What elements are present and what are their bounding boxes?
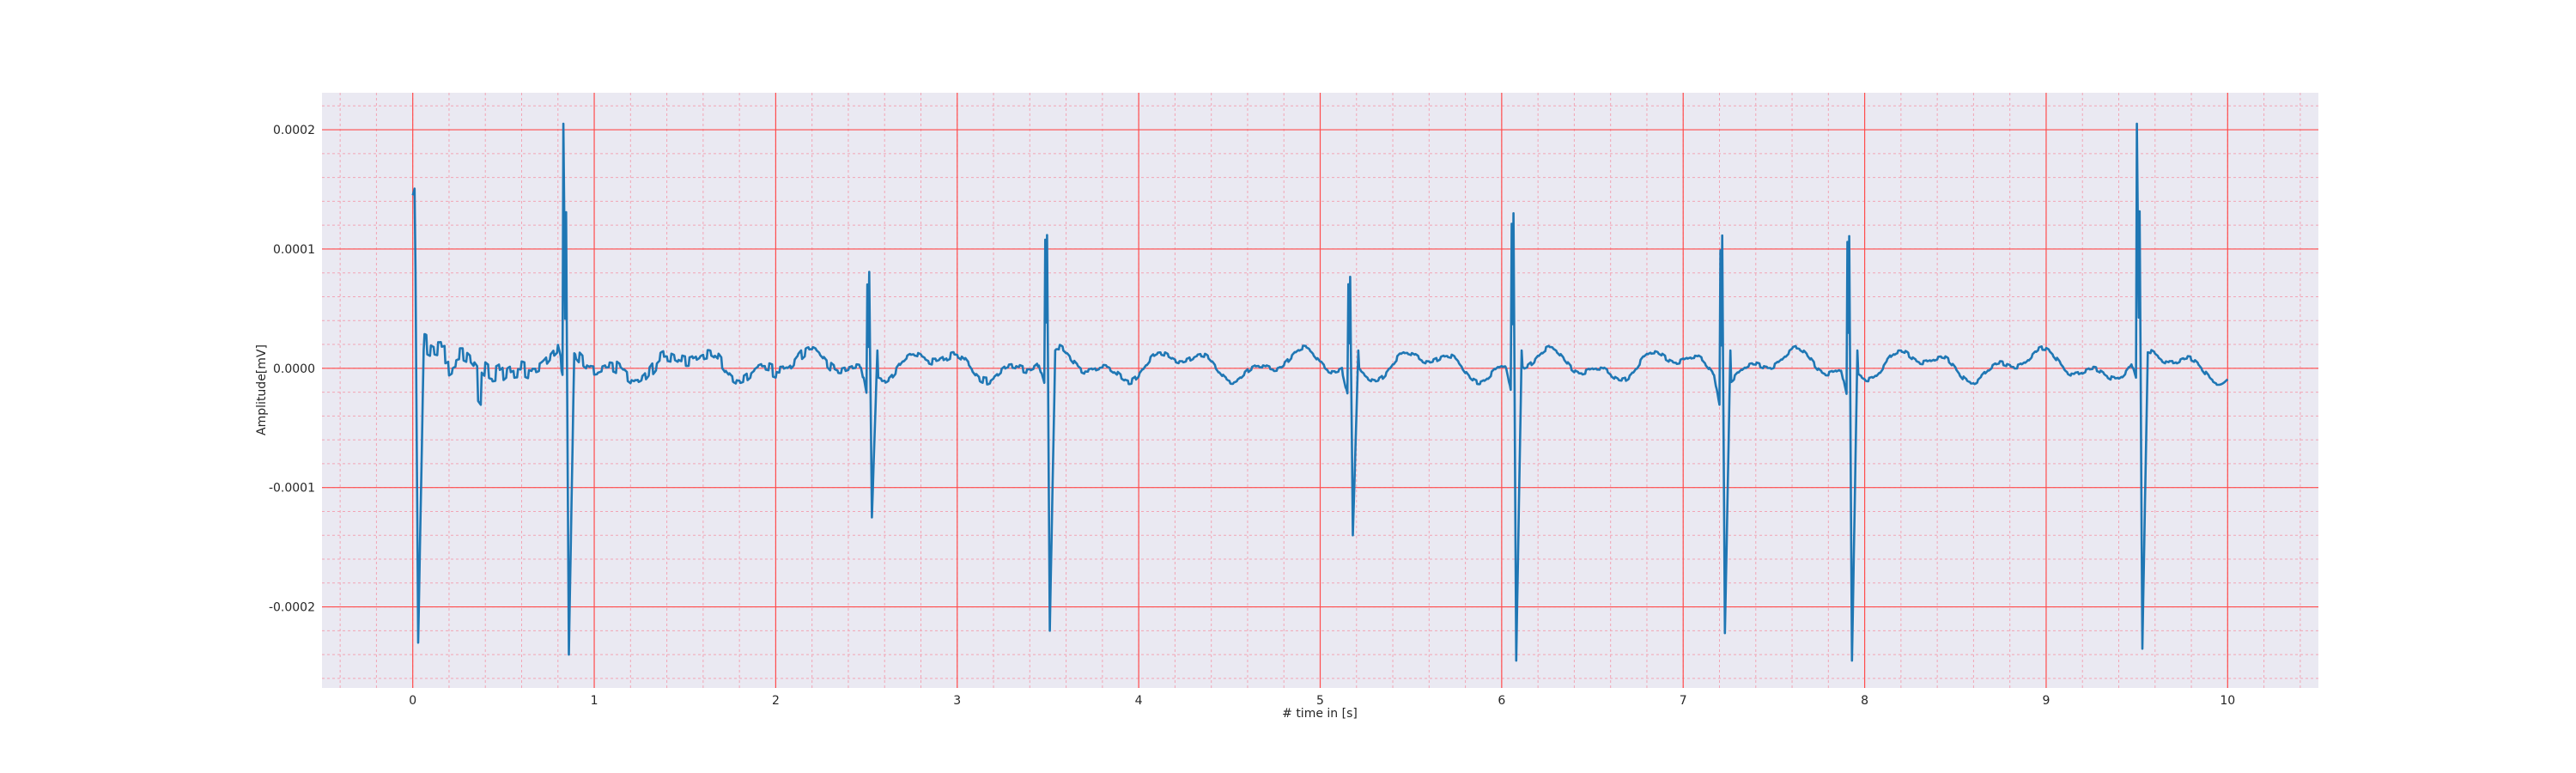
x-tick-label: 0 [409, 694, 416, 708]
x-tick-label: 7 [1680, 694, 1687, 708]
x-tick-label: 1 [591, 694, 598, 708]
x-tick-label: 5 [1316, 694, 1324, 708]
x-tick-label: 3 [953, 694, 961, 708]
x-tick-label: 8 [1861, 694, 1868, 708]
major-grid [322, 93, 2318, 688]
x-tick-label: 6 [1498, 694, 1505, 708]
x-tick-labels: 0 1 2 3 4 5 6 7 8 9 10 [409, 694, 2235, 708]
y-tick-label: 0.0001 [273, 243, 315, 257]
y-tick-label: -0.0001 [269, 482, 315, 496]
y-tick-labels: -0.0002 -0.0001 0.0000 0.0001 0.0002 [269, 124, 315, 615]
y-tick-label: -0.0002 [269, 601, 315, 615]
x-axis-label: # time in [s] [1282, 707, 1358, 721]
x-tick-label: 9 [2042, 694, 2050, 708]
x-tick-label: 4 [1135, 694, 1143, 708]
y-axis-label: Amplitude[mV] [255, 344, 269, 435]
y-tick-label: 0.0002 [273, 124, 315, 137]
x-tick-label: 2 [772, 694, 780, 708]
y-tick-label: 0.0000 [273, 362, 315, 376]
ecg-signal-line [411, 122, 2229, 662]
x-tick-label: 10 [2220, 694, 2235, 708]
